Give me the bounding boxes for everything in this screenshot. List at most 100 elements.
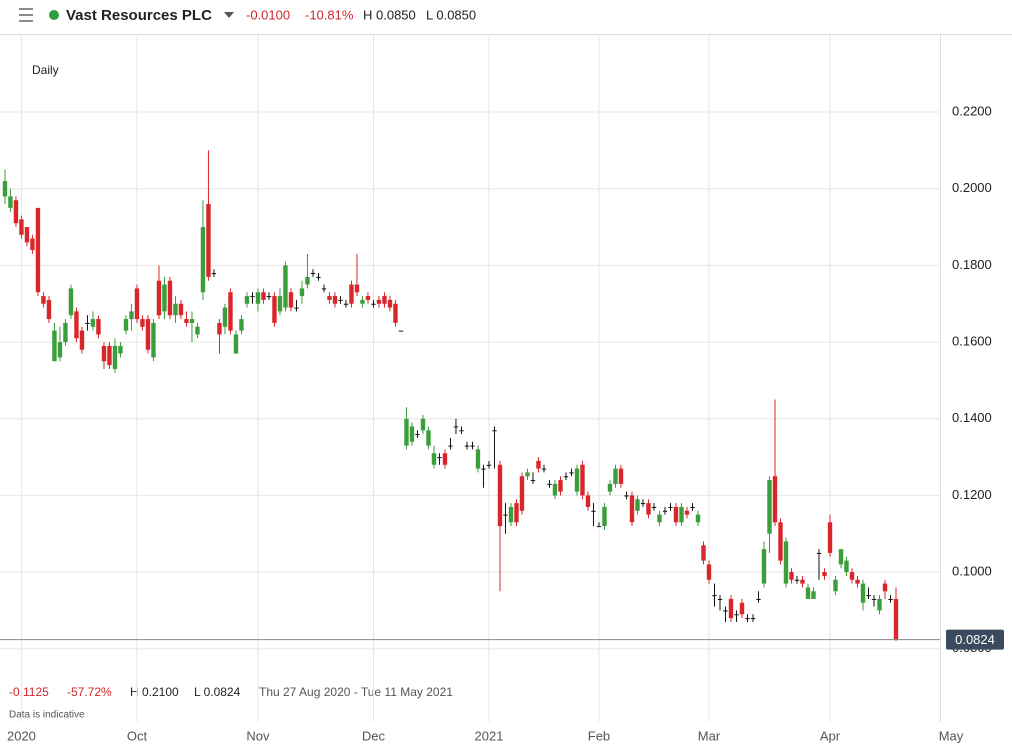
- candle-body: [607, 483, 613, 492]
- candle-body: [503, 514, 508, 516]
- status-dot: [49, 10, 59, 20]
- x-tick-label: Feb: [588, 728, 610, 743]
- candle-body: [371, 303, 376, 305]
- x-tick-label: Dec: [362, 728, 386, 743]
- candle-body: [789, 572, 794, 580]
- candle-body: [492, 430, 497, 432]
- candle-body: [178, 303, 184, 316]
- menu-icon[interactable]: [19, 8, 33, 22]
- candle-body: [448, 445, 453, 447]
- candle-body: [79, 330, 85, 350]
- x-tick-label: Mar: [698, 728, 721, 743]
- candle-body: [200, 227, 206, 293]
- grid: [0, 35, 940, 722]
- candle-body: [272, 296, 277, 323]
- candle-body: [882, 583, 888, 592]
- candle-body: [541, 468, 547, 470]
- candle-body: [387, 299, 393, 308]
- candle-body: [734, 614, 739, 616]
- candle-body: [145, 319, 151, 350]
- last-price-badge: [946, 629, 1004, 650]
- header-change: -0.0100: [246, 7, 290, 22]
- candle-body: [24, 227, 30, 243]
- candle-body: [239, 319, 244, 331]
- candle-body: [888, 598, 893, 600]
- candle-body: [767, 480, 772, 534]
- candle-body: [893, 598, 899, 640]
- candle-body: [343, 303, 349, 305]
- candle-body: [712, 595, 717, 597]
- candle-body: [816, 552, 822, 554]
- candle-body: [558, 480, 563, 492]
- candle-body: [382, 296, 387, 304]
- candle-body: [118, 345, 123, 354]
- candle-body: [877, 598, 882, 611]
- candle-body: [574, 468, 580, 492]
- candle-body: [470, 445, 475, 447]
- candle-body: [860, 583, 866, 603]
- candle-body: [184, 319, 189, 323]
- candle-body: [629, 495, 635, 523]
- candle-body: [393, 303, 398, 323]
- candle-body: [497, 464, 503, 527]
- candle-body: [481, 468, 486, 470]
- candle-body: [96, 319, 101, 335]
- candle-body: [679, 506, 684, 523]
- candle-body: [211, 273, 217, 275]
- candle-body: [409, 426, 415, 442]
- period-low: L 0.0824: [194, 685, 241, 699]
- x-tick-label: 2020: [7, 728, 36, 743]
- candle-body: [871, 598, 877, 600]
- candle-body: [299, 288, 305, 297]
- last-price-label: 0.0824: [955, 632, 995, 647]
- candle-body: [684, 510, 690, 515]
- header-high: H 0.0850: [363, 7, 416, 22]
- x-tick-label: 2021: [475, 728, 504, 743]
- candle-body: [833, 579, 838, 592]
- candle-body: [618, 468, 624, 484]
- y-tick-label: 0.1600: [952, 334, 992, 349]
- x-tick-label: Oct: [127, 728, 148, 743]
- candle-body: [294, 307, 299, 309]
- x-tick-label: Apr: [820, 728, 841, 743]
- candle-body: [233, 334, 239, 354]
- candle-body: [35, 207, 41, 293]
- candle-body: [673, 506, 679, 523]
- candle-body: [591, 510, 596, 512]
- candle-body: [453, 426, 459, 428]
- y-tick-label: 0.2200: [952, 103, 992, 118]
- candle-body: [668, 506, 673, 508]
- candle-body: [519, 476, 525, 511]
- candle-body: [530, 480, 536, 482]
- candle-body: [283, 265, 288, 308]
- candle-body: [266, 296, 272, 298]
- candle-body: [585, 495, 591, 507]
- candle-body: [30, 238, 35, 251]
- candle-body: [195, 326, 200, 335]
- candle-body: [464, 445, 470, 447]
- candle-body: [569, 472, 574, 474]
- candle-body: [750, 618, 756, 620]
- candle-body: [173, 303, 178, 316]
- candle-body: [68, 288, 74, 316]
- instrument-title[interactable]: Vast Resources PLC: [66, 7, 212, 24]
- candle-body: [123, 319, 129, 331]
- x-tick-label: May: [939, 728, 964, 743]
- candle-body: [107, 345, 112, 366]
- candle-body: [723, 610, 728, 612]
- candle-body: [690, 506, 695, 508]
- header-low: L 0.0850: [426, 7, 476, 22]
- candle-body: [277, 296, 283, 312]
- period-change-pct: -57.72%: [67, 685, 112, 699]
- y-tick-label: 0.1800: [952, 257, 992, 272]
- dropdown-caret[interactable]: [224, 12, 234, 18]
- candle-body: [2, 181, 8, 197]
- candle-body: [332, 296, 338, 304]
- header-change-pct: -10.81%: [305, 7, 354, 22]
- candle-body: [728, 598, 734, 619]
- period-range: Thu 27 Aug 2020 - Tue 11 May 2021: [259, 685, 453, 699]
- disclaimer: Data is indicative: [9, 710, 85, 721]
- candle-body: [508, 506, 514, 523]
